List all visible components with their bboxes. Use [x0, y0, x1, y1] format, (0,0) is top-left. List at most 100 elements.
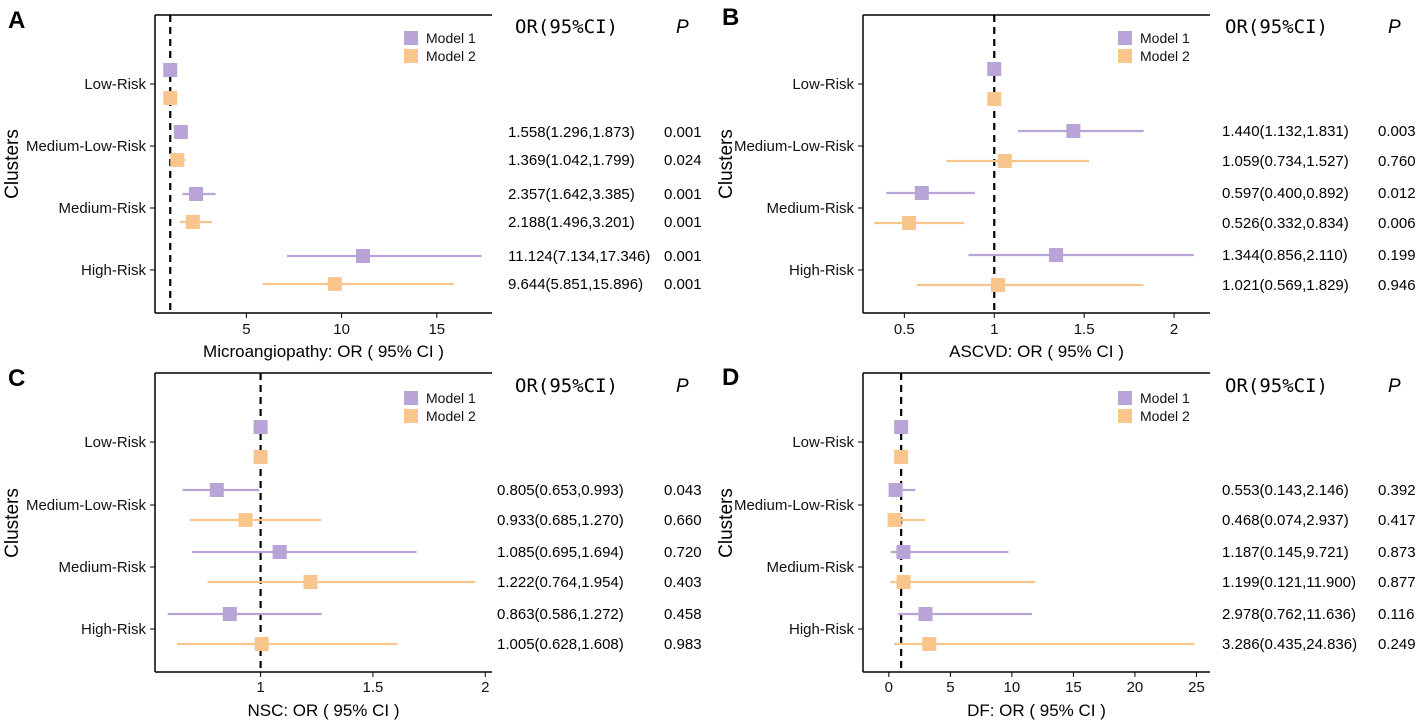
p-column-header: P — [676, 376, 689, 397]
p-value: 0.983 — [664, 636, 702, 653]
legend-swatch — [404, 31, 418, 45]
p-value: 0.003 — [1378, 123, 1416, 140]
p-value: 0.392 — [1378, 482, 1416, 499]
point-marker — [253, 450, 268, 464]
point-marker — [918, 607, 933, 621]
or-ci-value: 0.863(0.586,1.272) — [497, 606, 624, 623]
p-value: 0.001 — [664, 214, 702, 231]
y-category-label: Medium-Low-Risk — [26, 138, 147, 155]
point-marker — [355, 249, 370, 263]
or-ci-value: 1.021(0.569,1.829) — [1222, 277, 1349, 294]
point-marker — [987, 62, 1002, 76]
p-column-header: P — [676, 17, 689, 38]
p-value: 0.012 — [1378, 185, 1416, 202]
or-ci-value: 0.468(0.074,2.937) — [1222, 512, 1349, 529]
or-ci-value: 1.222(0.764,1.954) — [497, 574, 624, 591]
or-column-header: OR(95%CI) — [515, 16, 618, 38]
point-marker — [185, 215, 200, 229]
x-tick-label: 0.5 — [894, 321, 915, 338]
or-ci-value: 2.188(1.496,3.201) — [508, 214, 635, 231]
point-marker — [922, 637, 937, 651]
legend-swatch — [404, 49, 418, 63]
legend-label: Model 1 — [1140, 30, 1190, 46]
point-marker — [914, 186, 929, 200]
y-axis-title: Clusters — [2, 129, 23, 199]
x-tick-label: 25 — [1188, 679, 1205, 696]
x-tick-label: 1.5 — [1074, 321, 1095, 338]
p-value: 0.001 — [664, 124, 702, 141]
panel-d: D 0 5 10 15 20 25 Low-Risk Medium-Low-Risk Medium… — [716, 364, 1416, 720]
point-marker — [997, 154, 1012, 168]
legend-label: Model 1 — [426, 30, 476, 46]
legend-swatch — [1118, 31, 1132, 45]
panel-c: C 1 1.5 2 Low-Risk Medium-Low-Risk Medium-Risk… — [2, 365, 702, 720]
point-marker — [902, 216, 917, 230]
point-marker — [894, 420, 909, 434]
point-marker — [254, 637, 269, 651]
y-axis-title: Clusters — [716, 488, 737, 558]
y-category-label: Medium-Low-Risk — [26, 497, 147, 514]
x-tick-label: 10 — [1004, 679, 1021, 696]
p-value: 0.720 — [664, 544, 702, 561]
y-category-label: Medium-Risk — [58, 200, 146, 217]
point-marker — [163, 91, 178, 105]
point-marker — [887, 513, 902, 527]
point-marker — [163, 63, 178, 77]
legend-swatch — [404, 409, 418, 423]
y-category-label: High-Risk — [81, 621, 147, 638]
y-category-label: Medium-Low-Risk — [734, 138, 855, 155]
p-value: 0.001 — [664, 186, 702, 203]
or-ci-value: 2.357(1.642,3.385) — [508, 186, 635, 203]
or-ci-value: 1.005(0.628,1.608) — [497, 636, 624, 653]
p-value: 0.403 — [664, 574, 702, 591]
point-marker — [327, 277, 342, 291]
or-column-header: OR(95%CI) — [1225, 375, 1328, 397]
p-value: 0.249 — [1378, 636, 1416, 653]
x-tick-label: 2 — [481, 679, 489, 696]
panel-letter: A — [8, 7, 25, 34]
or-ci-value: 1.059(0.734,1.527) — [1222, 153, 1349, 170]
p-column-header: P — [1388, 376, 1401, 397]
legend-label: Model 1 — [426, 390, 476, 406]
p-value: 0.006 — [1378, 215, 1416, 232]
or-ci-value: 3.286(0.435,24.836) — [1222, 636, 1357, 653]
x-tick-label: 20 — [1127, 679, 1144, 696]
legend-label: Model 2 — [1140, 48, 1190, 64]
p-value: 0.043 — [664, 482, 702, 499]
y-axis-title: Clusters — [2, 488, 23, 558]
panel-a: A 5 10 15 Low-Risk Medium-Low-Risk Medium-Risk… — [2, 7, 702, 361]
panel-letter: B — [722, 4, 739, 31]
p-value: 0.116 — [1378, 606, 1414, 623]
p-value: 0.877 — [1378, 574, 1416, 591]
p-value: 0.417 — [1378, 512, 1416, 529]
panel-b: B 0.5 1 1.5 2 Low-Risk Medium-Low-Risk Medium-R… — [716, 4, 1416, 361]
p-value: 0.873 — [1378, 544, 1416, 561]
or-ci-value: 0.933(0.685,1.270) — [497, 512, 624, 529]
p-value: 0.660 — [664, 512, 702, 529]
x-tick-label: 1 — [256, 679, 264, 696]
or-ci-value: 0.597(0.400,0.892) — [1222, 185, 1349, 202]
or-ci-value: 1.344(0.856,2.110) — [1222, 247, 1348, 264]
point-marker — [170, 153, 185, 167]
legend-label: Model 1 — [1140, 390, 1190, 406]
point-marker — [303, 575, 318, 589]
point-marker — [1066, 124, 1081, 138]
y-category-label: High-Risk — [81, 262, 147, 279]
point-marker — [238, 513, 253, 527]
or-ci-value: 0.553(0.143,2.146) — [1222, 482, 1349, 499]
y-category-label: Low-Risk — [84, 76, 146, 93]
or-ci-value: 0.526(0.332,0.834) — [1222, 215, 1349, 232]
legend-swatch — [404, 391, 418, 405]
or-column-header: OR(95%CI) — [515, 375, 618, 397]
point-marker — [209, 483, 224, 497]
or-ci-value: 1.199(0.121,11.900) — [1222, 574, 1356, 591]
x-tick-label: 5 — [242, 321, 250, 338]
or-ci-value: 1.369(1.042,1.799) — [508, 152, 635, 169]
y-category-label: Low-Risk — [792, 434, 854, 451]
or-ci-value: 1.085(0.695,1.694) — [497, 544, 624, 561]
or-ci-value: 0.805(0.653,0.993) — [497, 482, 624, 499]
legend-swatch — [1118, 391, 1132, 405]
or-column-header: OR(95%CI) — [1225, 16, 1328, 38]
point-marker — [189, 187, 204, 201]
p-value: 0.760 — [1378, 153, 1416, 170]
